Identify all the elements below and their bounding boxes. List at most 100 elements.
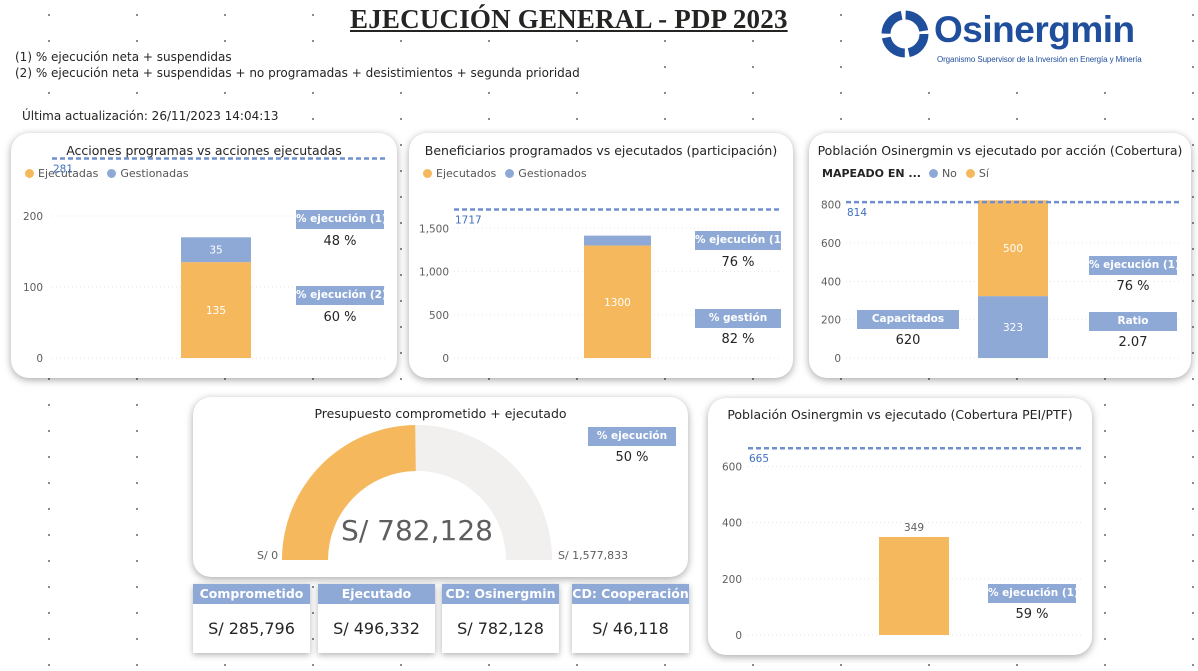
target-label: 665 [749,453,769,465]
beneficiarios-kpi1-label: % ejecución (1) [695,231,786,250]
y-tick-label: 0 [735,630,742,642]
presupuesto-gauge [282,425,552,560]
legend-dot-gestionados [505,169,515,178]
cobertura-kpi-value: 59 % [1015,607,1049,622]
note-1: (1) % ejecución neta + suspendidas [15,50,232,64]
legend-dot-no [928,169,938,178]
cobertura-kpi-label: % ejecución (1) [988,584,1079,603]
ejecutado-label: Ejecutado [318,584,435,604]
beneficiarios-legend: Ejecutados Gestionados [423,167,587,180]
y-tick-label: 800 [821,200,841,212]
y-tick-label: 100 [23,282,43,294]
bar-data-label: 349 [904,522,924,534]
legend-ejecutadas: Ejecutadas [38,167,99,180]
bar-gestionadas [181,237,251,263]
poblacion-legend: MAPEADO EN ... No Sí [822,167,989,180]
y-tick-label: 0 [442,353,449,365]
acciones-title: Acciones programas vs acciones ejecutada… [66,143,342,158]
y-tick-label: 200 [23,211,43,223]
beneficiarios-kpi2-label: % gestión [695,309,781,328]
y-tick-label: 600 [821,238,841,250]
y-tick-label: 400 [821,276,841,288]
y-tick-label: 1,000 [419,267,449,279]
gauge-max: S/ 1,577,833 [558,549,629,562]
poblacion-card: Población Osinergmin vs ejecutado por ac… [809,133,1191,378]
y-tick-label: 1,500 [419,223,449,235]
poblacion-kpi3-label: Ratio [1089,312,1177,331]
logo-tagline: Organismo Supervisor de la Inversión en … [937,55,1142,64]
bar-ejecutadas [181,262,251,358]
page-title: EJECUCIÓN GENERAL - PDP 2023 [348,4,790,35]
bar-value [879,536,949,635]
y-tick-label: 400 [722,518,742,530]
ejecutado-card: Ejecutado S/ 496,332 [318,584,435,653]
y-tick-label: 0 [834,353,841,365]
presupuesto-kpi-label: % ejecución [588,427,676,446]
y-tick-label: 500 [429,310,449,322]
beneficiarios-title: Beneficiarios programados vs ejecutados … [424,143,778,158]
bar-data-label: 135 [206,305,226,317]
acciones-kpi1-label: % ejecución (1) [296,210,387,229]
presupuesto-card: Presupuesto comprometido + ejecutado % e… [193,397,688,577]
poblacion-chart: 0 200 400 600 800 323 500 814 [821,200,1182,365]
cd-cooperacion-value: S/ 46,118 [592,619,669,638]
ejecutado-value: S/ 496,332 [333,619,420,638]
legend-no: No [941,167,957,180]
gauge-value: S/ 782,128 [341,514,493,547]
beneficiarios-chart: 0 500 1,000 1,500 1300 1717 [419,208,782,365]
beneficiarios-kpi1-value: 76 % [721,255,755,270]
cd-osinergmin-label: CD: Osinergmin [442,584,559,604]
acciones-kpi1-value: 48 % [323,234,357,249]
bar-data-label: 35 [209,245,222,257]
legend-dot-ejecutados [423,169,432,178]
bar-s [978,200,1048,297]
comprometido-label: Comprometido [193,584,310,604]
poblacion-title: Población Osinergmin vs ejecutado por ac… [817,143,1183,158]
gauge-fill [282,425,416,560]
legend-gestionados: Gestionados [518,167,587,180]
bar-data-label: 500 [1003,243,1023,255]
comprometido-value: S/ 285,796 [208,619,295,638]
bar-ejecutados [584,245,651,358]
cobertura-card: Población Osinergmin vs ejecutado (Cober… [708,398,1092,655]
acciones-kpi2-value: 60 % [323,310,357,325]
note-2: (2) % ejecución neta + suspendidas + no … [15,66,580,80]
logo-name: Osinergmin [934,9,1135,50]
poblacion-kpi2-label: % ejecución (1) [1089,256,1180,275]
y-tick-label: 600 [722,461,742,473]
bar-data-label: 323 [1003,322,1023,334]
cd-osinergmin-value: S/ 782,128 [457,619,544,638]
poblacion-kpi3-value: 2.07 [1118,335,1148,350]
legend-si: Sí [978,167,989,180]
bar-no [978,296,1048,358]
y-tick-label: 200 [821,315,841,327]
bar-gestionados [584,235,651,246]
comprometido-card: Comprometido S/ 285,796 [193,584,310,653]
legend-dot-ejecutadas [25,169,34,178]
target-label: 1717 [455,215,482,227]
osinergmin-logo: Osinergmin Organismo Supervisor de la In… [876,4,1176,68]
beneficiarios-card: Beneficiarios programados vs ejecutados … [409,133,793,378]
legend-ejecutados: Ejecutados [436,167,497,180]
cd-cooperacion-card: CD: Cooperación S/ 46,118 [572,584,689,653]
logo-symbol-icon [881,10,929,58]
acciones-chart: 0 100 200 135 35 281 [23,157,386,365]
bar-data-label: 1300 [604,297,631,309]
y-tick-label: 0 [36,353,43,365]
acciones-legend: Ejecutadas Gestionadas [25,167,189,180]
legend-dot-si [965,169,975,178]
acciones-kpi2-label: % ejecución (2) [296,286,387,305]
poblacion-kpi1-value: 620 [895,333,921,348]
cd-cooperacion-label: CD: Cooperación [572,584,689,604]
presupuesto-title: Presupuesto comprometido + ejecutado [314,406,567,421]
cobertura-chart: 0 200 400 600 349 665 [722,446,1082,642]
acciones-card: Acciones programas vs acciones ejecutada… [11,133,397,378]
poblacion-kpi2-value: 76 % [1116,279,1150,294]
last-updated: Última actualización: 26/11/2023 14:04:1… [22,109,279,123]
presupuesto-kpi-value: 50 % [615,450,649,465]
target-label: 814 [847,207,867,219]
gauge-min: S/ 0 [257,549,279,562]
target-label: 281 [53,163,73,175]
legend-title: MAPEADO EN ... [822,167,921,180]
beneficiarios-kpi2-value: 82 % [721,332,755,347]
